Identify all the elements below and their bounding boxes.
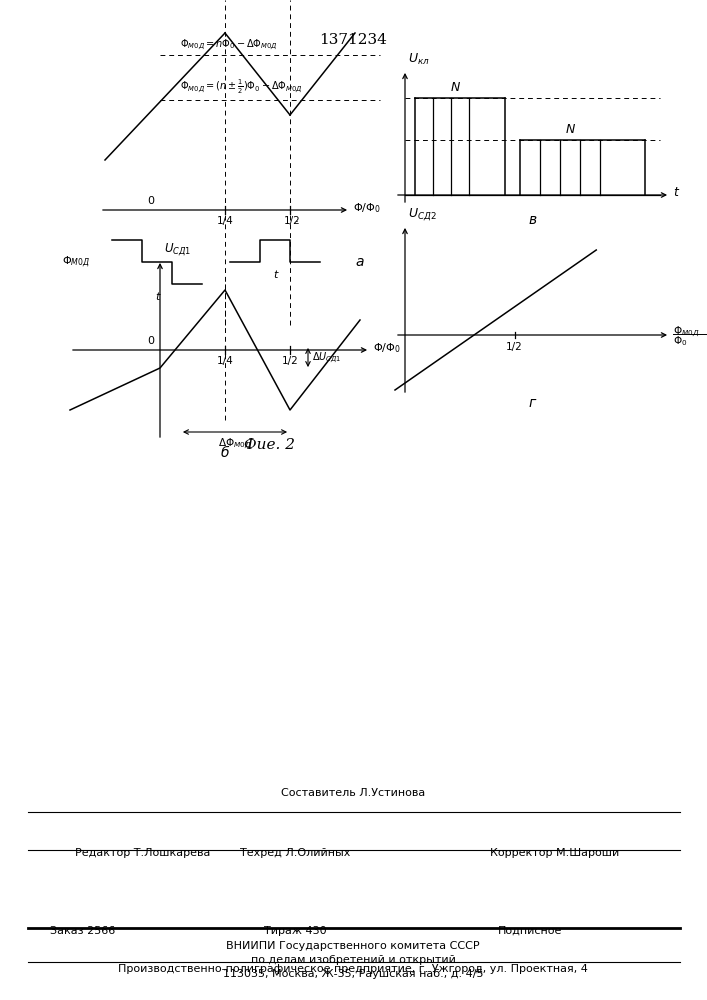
Text: $\Phi/\Phi_0$: $\Phi/\Phi_0$: [353, 201, 381, 215]
Text: $\Phi_0$: $\Phi_0$: [673, 334, 687, 348]
Text: 0: 0: [147, 196, 154, 206]
Text: г: г: [529, 396, 536, 410]
Text: $\Phi_{М0Д}=(n\pm\frac{1}{2})\Phi_0-\Delta\Phi_{М0Д}$: $\Phi_{М0Д}=(n\pm\frac{1}{2})\Phi_0-\Del…: [180, 78, 303, 96]
Text: $\Delta\Phi_{М0Д}$: $\Delta\Phi_{М0Д}$: [218, 436, 252, 450]
Text: $\Phi_{М0Д}$: $\Phi_{М0Д}$: [62, 255, 90, 269]
Text: t: t: [155, 292, 159, 302]
Text: а: а: [355, 255, 363, 269]
Text: Заказ 2566: Заказ 2566: [50, 926, 115, 936]
Text: 1/4: 1/4: [216, 216, 233, 226]
Text: Тираж 430: Тираж 430: [264, 926, 327, 936]
Text: $U_{кл}$: $U_{кл}$: [408, 52, 430, 67]
Text: Подписное: Подписное: [498, 926, 562, 936]
Text: Корректор М.Шароши: Корректор М.Шароши: [491, 848, 619, 858]
Text: Производственно-полиграфическое предприятие, г. Ужгород, ул. Проектная, 4: Производственно-полиграфическое предприя…: [118, 964, 588, 974]
Text: б: б: [221, 446, 229, 460]
Text: t: t: [273, 270, 277, 280]
Text: 0: 0: [147, 336, 154, 346]
Text: $\Phi/\Phi_0$: $\Phi/\Phi_0$: [373, 341, 401, 355]
Text: N: N: [450, 81, 460, 94]
Text: 113035, Москва, Ж-35, Раушская наб., д. 4/5: 113035, Москва, Ж-35, Раушская наб., д. …: [223, 969, 484, 979]
Text: $U_{СД1}$: $U_{СД1}$: [164, 241, 192, 257]
Text: Техред Л.Олийных: Техред Л.Олийных: [240, 848, 350, 858]
Text: Составитель Л.Устинова: Составитель Л.Устинова: [281, 788, 425, 798]
Text: 1/2: 1/2: [281, 356, 298, 366]
Text: $\Delta U_{СД1}$: $\Delta U_{СД1}$: [312, 351, 341, 364]
Text: $\Phi_{М0Д}$: $\Phi_{М0Д}$: [673, 324, 699, 338]
Text: 1/2: 1/2: [506, 342, 523, 352]
Text: t: t: [673, 186, 678, 198]
Text: ВНИИПИ Государственного комитета СССР: ВНИИПИ Государственного комитета СССР: [226, 941, 480, 951]
Text: по делам изобретений и открытий: по делам изобретений и открытий: [250, 955, 455, 965]
Text: 1/2: 1/2: [284, 216, 300, 226]
Text: ·: ·: [295, 216, 299, 229]
Text: Редактор Т.Лошкарева: Редактор Т.Лошкарева: [75, 848, 211, 858]
Text: Фие. 2: Фие. 2: [245, 438, 296, 452]
Text: $U_{СД2}$: $U_{СД2}$: [408, 206, 437, 222]
Text: в: в: [528, 213, 537, 227]
Text: 1/4: 1/4: [216, 356, 233, 366]
Text: $\Phi_{М0Д}=n\Phi_0-\Delta\Phi_{М0Д}$: $\Phi_{М0Д}=n\Phi_0-\Delta\Phi_{М0Д}$: [180, 37, 278, 51]
Text: 1371234: 1371234: [319, 33, 387, 47]
Text: N: N: [566, 123, 575, 136]
